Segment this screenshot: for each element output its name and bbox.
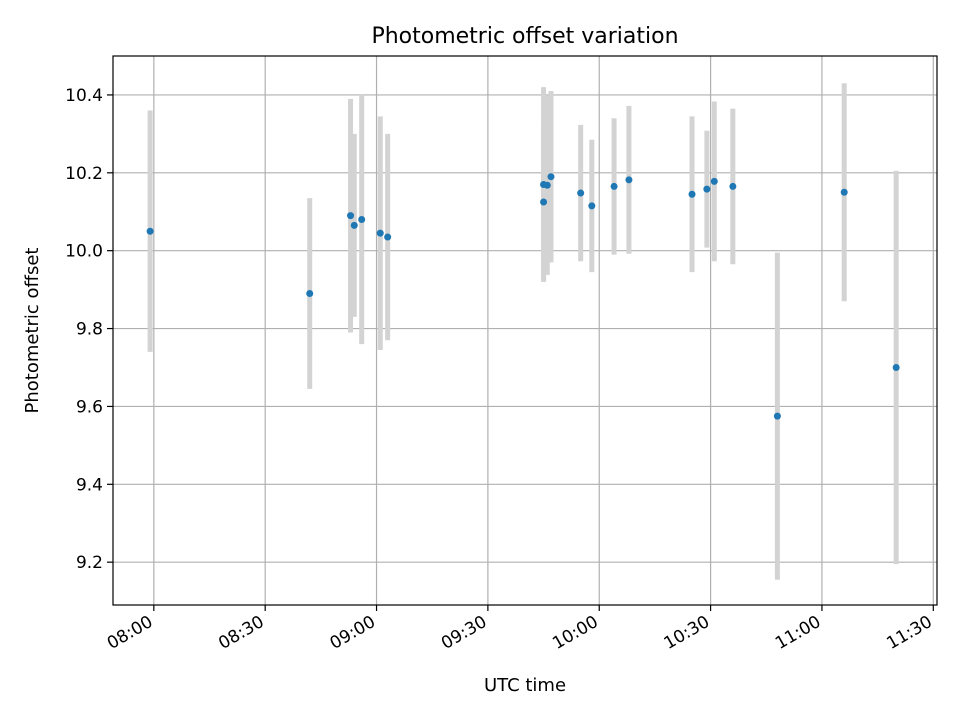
data-point xyxy=(610,182,618,190)
data-point xyxy=(710,177,718,185)
x-tick-label: 08:00 xyxy=(104,612,156,654)
data-point xyxy=(350,221,358,229)
data-points xyxy=(146,173,900,420)
data-point xyxy=(840,188,848,196)
y-axis-ticks: 9.2 9.4 9.6 9.8 10.0 10.2 10.4 xyxy=(65,86,113,573)
data-point xyxy=(547,173,555,181)
y-tick-label: 10.4 xyxy=(65,86,103,106)
y-tick-label: 9.6 xyxy=(76,397,103,417)
x-tick-label: 09:00 xyxy=(327,612,379,654)
data-point xyxy=(625,176,633,184)
data-point xyxy=(688,190,696,198)
data-point xyxy=(376,229,384,237)
data-point xyxy=(384,233,392,241)
data-point xyxy=(347,212,355,220)
x-tick-label: 10:00 xyxy=(549,612,601,654)
y-tick-label: 9.2 xyxy=(76,553,103,573)
data-point xyxy=(588,202,596,210)
data-point xyxy=(306,290,314,298)
y-tick-label: 10.0 xyxy=(65,242,103,262)
x-tick-label: 11:30 xyxy=(883,612,935,654)
data-point xyxy=(703,185,711,193)
x-axis-label: UTC time xyxy=(484,675,566,696)
data-point xyxy=(577,189,585,197)
data-point xyxy=(543,181,551,189)
x-axis-ticks: 08:00 08:30 09:00 09:30 10:00 10:30 11:00 11:30 xyxy=(104,605,936,654)
x-tick-label: 11:00 xyxy=(772,612,824,654)
plot-frame xyxy=(112,55,938,606)
y-tick-label: 10.2 xyxy=(65,164,103,184)
error-bars xyxy=(147,83,899,580)
y-tick-label: 9.8 xyxy=(76,320,103,340)
x-tick-label: 10:30 xyxy=(661,612,713,654)
y-tick-label: 9.4 xyxy=(76,475,103,495)
data-point xyxy=(540,198,548,206)
data-point xyxy=(892,363,900,371)
grid xyxy=(113,56,937,605)
x-tick-label: 09:30 xyxy=(438,612,490,654)
chart-title: Photometric offset variation xyxy=(371,24,678,49)
data-point xyxy=(146,227,154,235)
data-point xyxy=(773,412,781,420)
data-point xyxy=(729,182,737,190)
x-tick-label: 08:30 xyxy=(215,612,267,654)
y-axis-label: Photometric offset xyxy=(22,248,43,414)
data-point xyxy=(358,216,366,224)
